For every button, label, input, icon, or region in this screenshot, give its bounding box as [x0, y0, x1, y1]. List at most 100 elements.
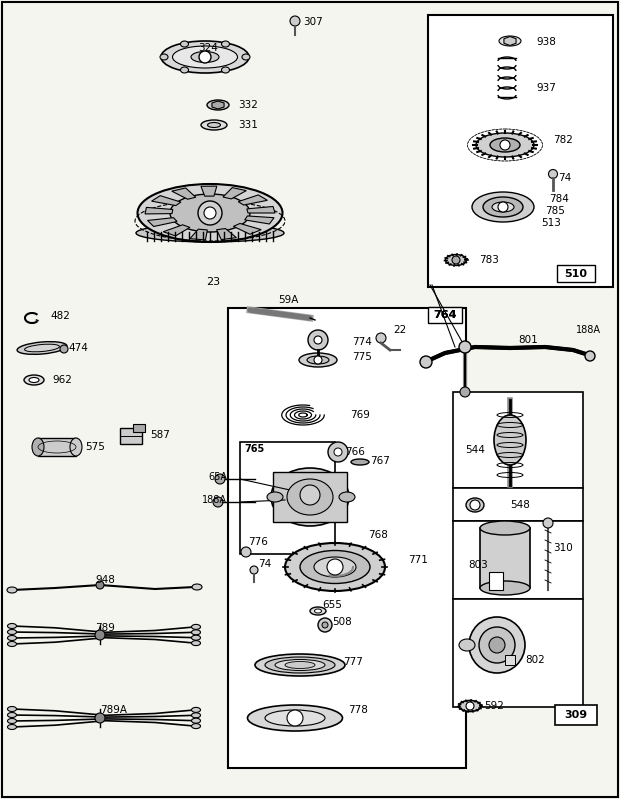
Bar: [489, 572, 503, 590]
Polygon shape: [145, 208, 173, 214]
Ellipse shape: [351, 459, 369, 465]
Circle shape: [308, 330, 328, 350]
Text: 764: 764: [433, 310, 457, 320]
Ellipse shape: [466, 498, 484, 512]
Text: 188A: 188A: [202, 495, 227, 505]
Text: 775: 775: [352, 352, 372, 362]
Text: 74: 74: [258, 559, 272, 569]
Text: 784: 784: [549, 194, 569, 204]
Circle shape: [327, 559, 343, 575]
Ellipse shape: [314, 609, 322, 613]
Ellipse shape: [221, 67, 229, 73]
Text: 513: 513: [541, 218, 561, 228]
Text: 188A: 188A: [576, 325, 601, 335]
Ellipse shape: [7, 587, 17, 593]
Ellipse shape: [7, 713, 17, 718]
Ellipse shape: [271, 468, 349, 526]
Circle shape: [314, 336, 322, 344]
Text: 777: 777: [343, 657, 363, 667]
Polygon shape: [245, 216, 274, 224]
Bar: [428, 307, 462, 323]
Bar: [240, 442, 335, 554]
Ellipse shape: [459, 701, 481, 711]
Ellipse shape: [265, 710, 325, 726]
Ellipse shape: [70, 438, 82, 456]
Polygon shape: [201, 186, 217, 197]
Ellipse shape: [191, 51, 219, 62]
Circle shape: [376, 333, 386, 343]
Polygon shape: [238, 195, 267, 205]
Polygon shape: [148, 217, 177, 226]
Ellipse shape: [339, 492, 355, 502]
Text: 587: 587: [150, 430, 170, 440]
Circle shape: [452, 256, 460, 264]
Ellipse shape: [472, 192, 534, 222]
Ellipse shape: [446, 255, 466, 265]
Bar: [133, 424, 145, 432]
Ellipse shape: [480, 521, 530, 535]
Circle shape: [470, 500, 480, 510]
Text: 937: 937: [536, 83, 556, 93]
Ellipse shape: [247, 705, 342, 731]
Circle shape: [543, 518, 553, 528]
Ellipse shape: [480, 581, 530, 595]
Text: 766: 766: [345, 447, 365, 457]
Text: 785: 785: [545, 206, 565, 216]
Ellipse shape: [310, 607, 326, 615]
Text: 510: 510: [564, 269, 588, 279]
Circle shape: [420, 356, 432, 368]
Circle shape: [95, 630, 105, 640]
Ellipse shape: [32, 438, 44, 456]
Polygon shape: [216, 229, 236, 240]
Text: 575: 575: [85, 442, 105, 452]
Text: 769: 769: [350, 410, 370, 420]
Ellipse shape: [160, 54, 168, 60]
Ellipse shape: [492, 202, 514, 212]
Text: 74: 74: [558, 173, 571, 183]
Ellipse shape: [267, 492, 283, 502]
Text: 962: 962: [52, 375, 72, 385]
Bar: [453, 521, 583, 599]
Ellipse shape: [242, 54, 250, 60]
Ellipse shape: [265, 657, 335, 673]
Ellipse shape: [7, 725, 17, 729]
Circle shape: [334, 448, 342, 456]
Ellipse shape: [476, 133, 534, 157]
Ellipse shape: [180, 67, 188, 73]
Ellipse shape: [467, 129, 542, 161]
Ellipse shape: [499, 36, 521, 46]
Text: 655: 655: [322, 600, 342, 610]
Circle shape: [287, 710, 303, 726]
Circle shape: [318, 618, 332, 632]
Text: 331: 331: [238, 120, 258, 130]
Text: 938: 938: [536, 37, 556, 47]
Text: 324: 324: [198, 43, 218, 53]
Ellipse shape: [24, 375, 44, 385]
Ellipse shape: [17, 342, 67, 355]
Text: eReplacementParts.com: eReplacementParts.com: [225, 423, 395, 437]
Text: 508: 508: [332, 617, 352, 627]
Circle shape: [213, 497, 223, 507]
Ellipse shape: [192, 584, 202, 590]
Ellipse shape: [170, 194, 250, 232]
Ellipse shape: [307, 356, 329, 364]
Circle shape: [290, 16, 300, 26]
Text: 65A: 65A: [208, 472, 227, 482]
Polygon shape: [212, 101, 224, 109]
Text: 789: 789: [95, 623, 115, 633]
Polygon shape: [223, 188, 246, 199]
Bar: [38, 438, 76, 456]
Circle shape: [204, 207, 216, 219]
Circle shape: [250, 566, 258, 574]
Text: 948: 948: [95, 575, 115, 585]
Ellipse shape: [161, 41, 249, 73]
Circle shape: [300, 485, 320, 505]
Text: 309: 309: [564, 710, 588, 720]
Text: 771: 771: [408, 555, 428, 565]
Text: 765: 765: [244, 444, 264, 454]
Circle shape: [459, 341, 471, 353]
Circle shape: [199, 51, 211, 63]
Bar: [228, 308, 466, 768]
Text: 332: 332: [238, 100, 258, 110]
Ellipse shape: [192, 707, 200, 713]
